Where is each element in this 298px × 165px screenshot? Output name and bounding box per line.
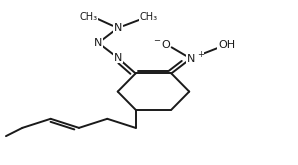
Text: CH₃: CH₃ [80,12,98,21]
Text: N: N [94,38,103,48]
Text: O: O [161,40,170,50]
Text: N: N [114,23,122,33]
Text: N: N [114,53,122,63]
Text: N: N [187,54,195,64]
Text: OH: OH [218,40,235,50]
Text: −: − [153,36,160,45]
Text: CH₃: CH₃ [140,12,158,21]
Text: +: + [197,50,204,59]
